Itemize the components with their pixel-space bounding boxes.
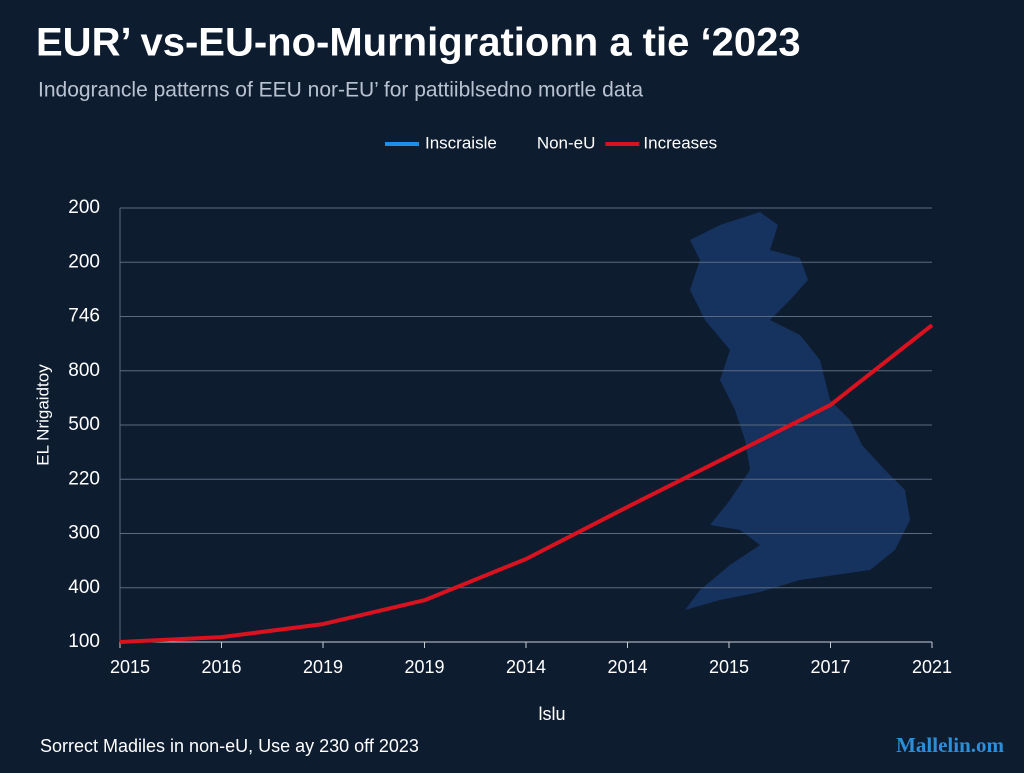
chart-title: EUR’ vs-EU-no-Murnigrationn a tie ‘2023: [36, 21, 801, 65]
y-tick-label: 200: [68, 251, 100, 272]
watermark: Mallelin.om: [896, 733, 1004, 757]
x-tick-label: 2014: [607, 657, 647, 677]
y-tick-label: 300: [68, 523, 100, 544]
data-line: [119, 323, 934, 644]
x-tick-label: 2016: [201, 657, 241, 677]
x-tick-label: 2014: [506, 657, 546, 677]
y-tick-label: 400: [68, 577, 100, 598]
x-tick-label: 2015: [709, 657, 749, 677]
x-tick-label: 2019: [404, 657, 444, 677]
y-tick-label: 200: [68, 197, 100, 218]
y-axis-label: EL Nrigaidtoy: [33, 364, 52, 466]
y-tick-label: 100: [68, 631, 100, 652]
x-tick-label: 2019: [303, 657, 343, 677]
legend-label: Increases: [643, 133, 717, 152]
x-tick-label: 2021: [912, 657, 952, 677]
y-tick-label: 800: [68, 360, 100, 381]
uk-map-silhouette: [685, 212, 910, 610]
x-axis-label: lslu: [538, 704, 565, 724]
x-tick-label: 2015: [110, 657, 150, 677]
legend-label: Inscraisle: [425, 133, 497, 152]
y-tick-label: 746: [68, 306, 100, 327]
x-tick-label: 2017: [810, 657, 850, 677]
legend-label: Non-eU: [537, 133, 596, 152]
y-tick-label: 220: [68, 468, 100, 489]
chart-subtitle: Indograncle patterns of EEU nor-EU’ for …: [38, 79, 643, 102]
y-tick-label: 500: [68, 414, 100, 435]
footer-note: Sorrect Madiles in non-eU, Use ay 230 of…: [40, 736, 419, 756]
